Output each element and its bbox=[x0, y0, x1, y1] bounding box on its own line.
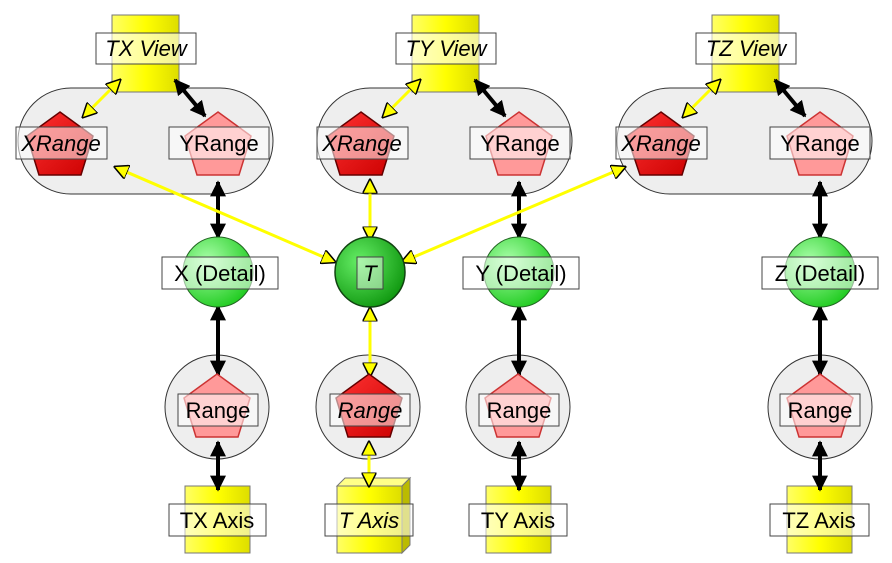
svg-text:X (Detail): X (Detail) bbox=[174, 261, 266, 286]
svg-text:TZ Axis: TZ Axis bbox=[782, 508, 855, 533]
link-xrange1-t bbox=[115, 167, 335, 262]
detail-label-x: X (Detail) bbox=[161, 256, 279, 290]
link-xrange3-t bbox=[402, 167, 625, 262]
yrange-label-tz: YRange bbox=[769, 126, 871, 160]
svg-text:T: T bbox=[363, 261, 378, 286]
yrange-label-tx: YRange bbox=[168, 126, 270, 160]
view-label-tz: TZ View bbox=[695, 32, 797, 65]
svg-text:Range: Range bbox=[186, 398, 251, 423]
svg-text:TY Axis: TY Axis bbox=[481, 508, 555, 533]
svg-text:Range: Range bbox=[788, 398, 853, 423]
range-label-tz: Range bbox=[779, 393, 861, 427]
svg-text:Range: Range bbox=[487, 398, 552, 423]
axis-label-t: T Axis bbox=[324, 503, 414, 537]
link-tzview-yrange bbox=[773, 78, 807, 118]
range-label-ty: Range bbox=[478, 393, 560, 427]
svg-text:TY View: TY View bbox=[405, 36, 488, 61]
links bbox=[83, 78, 828, 492]
svg-text:Z (Detail): Z (Detail) bbox=[775, 261, 865, 286]
axis-label-tz: TZ Axis bbox=[769, 503, 870, 537]
view-label-tx: TX View bbox=[95, 32, 197, 65]
svg-text:TZ View: TZ View bbox=[706, 36, 788, 61]
view-label-ty: TY View bbox=[395, 32, 497, 65]
link-tzview-xrange bbox=[683, 80, 720, 117]
svg-text:T Axis: T Axis bbox=[339, 508, 399, 533]
axis-label-ty: TY Axis bbox=[468, 503, 568, 537]
svg-text:XRange: XRange bbox=[321, 131, 402, 156]
detail-label-z: Z (Detail) bbox=[761, 256, 879, 290]
range-label-t: Range bbox=[329, 393, 411, 427]
t-label: T bbox=[356, 256, 384, 290]
t-circle bbox=[334, 236, 406, 308]
svg-text:YRange: YRange bbox=[780, 131, 860, 156]
svg-text:YRange: YRange bbox=[179, 131, 259, 156]
svg-text:XRange: XRange bbox=[20, 131, 101, 156]
axis-label-tx: TX Axis bbox=[168, 503, 267, 537]
svg-text:TX Axis: TX Axis bbox=[180, 508, 255, 533]
svg-text:TX View: TX View bbox=[105, 36, 189, 61]
link-tyview-xrange bbox=[383, 80, 420, 117]
yrange-label-ty: YRange bbox=[469, 126, 571, 160]
detail-label-y: Y (Detail) bbox=[462, 256, 580, 290]
link-txview-xrange bbox=[83, 80, 120, 117]
xrange-label-tx: XRange bbox=[15, 126, 108, 160]
xrange-label-ty: XRange bbox=[316, 126, 409, 160]
svg-text:Y (Detail): Y (Detail) bbox=[475, 261, 566, 286]
range-label-tx: Range bbox=[177, 393, 259, 427]
svg-text:YRange: YRange bbox=[480, 131, 560, 156]
svg-text:Range: Range bbox=[338, 398, 403, 423]
link-tyview-yrange bbox=[473, 78, 507, 118]
svg-text:XRange: XRange bbox=[620, 131, 701, 156]
link-txview-yrange bbox=[173, 78, 207, 118]
xrange-label-tz: XRange bbox=[615, 126, 708, 160]
